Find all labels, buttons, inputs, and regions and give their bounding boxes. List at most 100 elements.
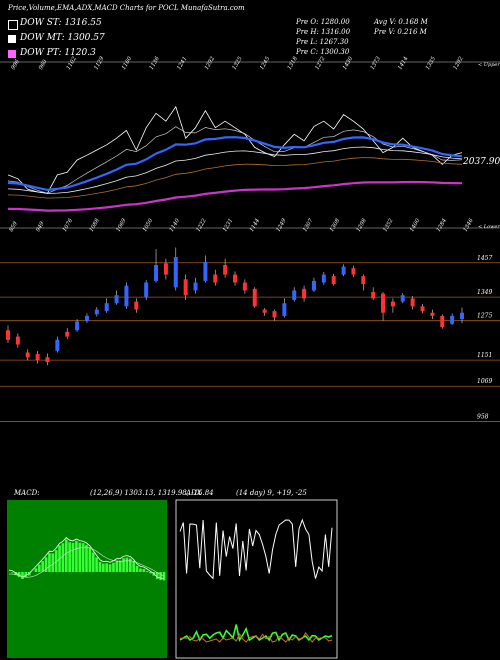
macd-histogram-bar <box>132 561 135 572</box>
candle-body <box>25 352 30 358</box>
candle-body <box>272 311 277 318</box>
macd-histogram-bar <box>115 560 119 572</box>
macd-histogram-bar <box>24 572 28 578</box>
lower-label: < Lower <box>478 224 500 230</box>
candle-body <box>371 292 376 299</box>
macd-histogram-bar <box>139 568 142 572</box>
macd-signal-line <box>8 547 165 578</box>
adx-params: (14 day) 9, +19, -25 <box>236 489 307 497</box>
pre-volume: Pre V: 0.216 M <box>374 28 427 36</box>
candle-body <box>144 282 149 297</box>
dow-pt-swatch <box>8 50 16 58</box>
macd-histogram-bar <box>95 557 98 572</box>
dow-mt-value: DOW MT: 1300.57 <box>20 33 105 43</box>
candle-body <box>124 285 129 307</box>
pre-close: Pre C: 1300.30 <box>296 48 350 56</box>
candle-body <box>410 298 415 307</box>
macd-histogram-bar <box>78 542 82 572</box>
candle-body <box>75 321 80 331</box>
candle-body <box>45 357 50 363</box>
level-label: 1151 <box>477 352 492 359</box>
macd-histogram-bar <box>105 563 109 572</box>
macd-background <box>7 500 167 658</box>
macd-histogram-bar <box>112 562 115 572</box>
macd-histogram-bar <box>102 563 105 572</box>
macd-histogram-bar <box>118 560 122 572</box>
candle-body <box>302 288 307 299</box>
candle-body <box>213 274 218 283</box>
candle-body <box>252 288 257 307</box>
macd-histogram-bar <box>125 557 129 572</box>
macd-histogram-bar <box>91 552 95 572</box>
macd-histogram-bar <box>155 572 159 580</box>
ema-top-label: 960 <box>38 58 49 71</box>
level-label: 1275 <box>477 313 492 320</box>
candle-body <box>460 312 464 320</box>
candle-body <box>134 301 139 310</box>
adx-line <box>179 518 333 580</box>
candle-body <box>420 306 425 312</box>
price-line <box>7 105 463 194</box>
candle-body <box>203 261 208 281</box>
macd-histogram-bar <box>38 564 41 572</box>
candle-body <box>183 279 188 296</box>
ema-panel: 996 960 1102 1129 1160 1136 1241 1292 1325 1245 13… <box>0 55 500 212</box>
candle-body <box>114 295 119 304</box>
candle-body <box>390 301 395 307</box>
macd-histogram-bar <box>142 569 146 572</box>
macd-histogram-bar <box>41 561 44 572</box>
macd-histogram-bar <box>34 568 38 572</box>
candle-body <box>381 293 386 313</box>
macd-histogram-bar <box>51 553 55 572</box>
macd-histogram-bar <box>21 572 24 579</box>
ema-value-label: 2037.90 <box>463 157 500 167</box>
macd-histogram-bar <box>14 572 18 575</box>
pre-open: Pre O: 1280.00 <box>296 18 350 26</box>
candle-body <box>173 257 178 288</box>
avg-volume: Avg V: 0.168 M <box>374 18 428 26</box>
macd-histogram-bar <box>61 543 65 572</box>
macd-histogram-bar <box>108 564 112 572</box>
chart-title: Price,Volume,EMA,ADX,MACD Charts for POC… <box>8 4 245 12</box>
macd-histogram-bar <box>135 565 139 572</box>
ema-12-line <box>7 136 463 192</box>
upper-label: < Upper <box>478 62 500 68</box>
macd-histogram-bar <box>85 545 88 572</box>
candle-body <box>292 290 297 300</box>
dow-mt-swatch <box>8 35 16 43</box>
candle-body <box>154 265 159 281</box>
candle-body <box>104 303 109 312</box>
candle-body <box>65 331 70 337</box>
ema-top-label: 996 <box>11 58 22 71</box>
candle-body <box>262 309 267 313</box>
candle-body <box>223 265 228 275</box>
macd-histogram-bar <box>44 557 48 572</box>
ema-30-line <box>7 157 463 199</box>
macd-line <box>8 536 165 579</box>
macd-histogram-bar <box>17 572 21 578</box>
candle-body <box>163 263 168 275</box>
candle-body <box>233 274 237 283</box>
ema-long-line <box>7 180 463 212</box>
pre-high: Pre H: 1316.00 <box>296 28 351 36</box>
candle-body <box>341 266 346 275</box>
price-top-label: 949 <box>35 220 46 233</box>
candle-body <box>282 303 287 316</box>
macd-histogram-bar <box>48 553 51 572</box>
macd-histogram-bar <box>145 571 149 572</box>
macd-histogram-bar <box>68 542 71 572</box>
ema-5-line <box>7 126 463 194</box>
dow-st-value: DOW ST: 1316.55 <box>20 18 102 28</box>
minus-di-line <box>179 631 333 643</box>
macd-histogram-bar <box>149 572 152 574</box>
dow-st-swatch <box>8 20 18 30</box>
candle-body <box>35 354 40 361</box>
candle-body <box>311 280 316 291</box>
macd-histogram-bar <box>159 572 162 581</box>
candle-body <box>400 295 405 302</box>
macd-histogram-bar <box>88 547 92 572</box>
candle-body <box>84 315 89 321</box>
macd-histogram-bar <box>81 543 85 572</box>
candle-body <box>6 330 10 340</box>
